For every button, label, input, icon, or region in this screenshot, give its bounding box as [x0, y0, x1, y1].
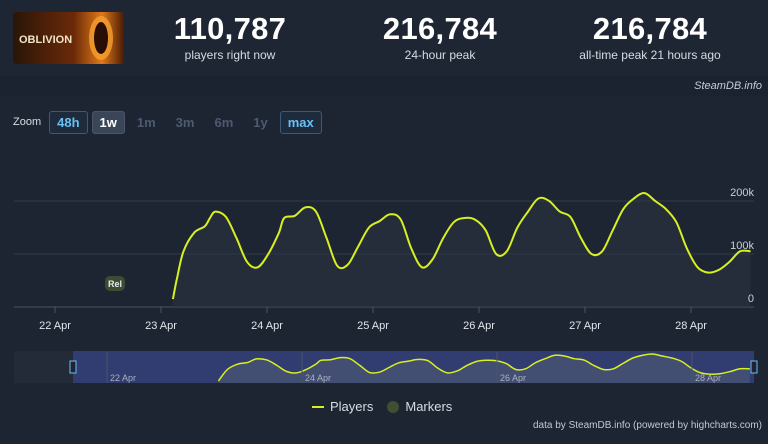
release-marker-badge[interactable] — [105, 276, 125, 291]
legend-line-icon — [312, 405, 324, 408]
stat-players-now: 110,787 players right now — [150, 11, 310, 63]
legend-item-players[interactable]: Players — [312, 399, 373, 414]
zoom-6m-button[interactable]: 6m — [214, 114, 234, 130]
legend-players-label: Players — [330, 399, 374, 414]
stat-value: 110,787 — [173, 11, 287, 46]
stat-label: all-time peak 21 hours ago — [579, 48, 721, 62]
zoom-controls: Zoom 48h 1w 1m 3m 6m 1y max — [13, 110, 322, 134]
release-marker[interactable]: Rel — [105, 276, 125, 291]
stat-label: 24-hour peak — [404, 48, 476, 62]
zoom-3m-button[interactable]: 3m — [175, 114, 195, 130]
zoom-48h-button[interactable]: 48h — [49, 110, 88, 134]
game-logo-text: OBLIVION — [19, 34, 72, 46]
zoom-label: Zoom — [13, 116, 42, 128]
game-logo-art: OBLIVION — [13, 12, 124, 64]
zoom-1w-button[interactable]: 1w — [91, 110, 125, 134]
stat-all-time-peak: 216,784 all-time peak 21 hours ago — [560, 11, 740, 63]
navigator-x-axis: 22 Apr 24 Apr 26 Apr 28 Apr — [106, 352, 721, 383]
navigator-tick-label: 22 Apr — [110, 373, 136, 383]
zoom-max-button[interactable]: max — [279, 110, 322, 134]
chart-legend: Players Markers — [312, 399, 452, 414]
highcharts-credit[interactable]: data by SteamDB.info (powered by highcha… — [533, 420, 762, 431]
game-logo[interactable]: OBLIVION — [13, 12, 124, 64]
legend-dot-icon — [387, 400, 400, 413]
navigator-area — [218, 353, 750, 383]
navigator-series — [217, 353, 750, 383]
legend-item-markers[interactable]: Markers — [387, 399, 452, 414]
release-marker-label: Rel — [108, 279, 122, 289]
stat-value: 216,784 — [592, 11, 708, 46]
legend-markers-label: Markers — [405, 399, 453, 414]
zoom-1y-button[interactable]: 1y — [253, 114, 268, 130]
stat-24h-peak: 216,784 24-hour peak — [360, 11, 520, 63]
navigator-line — [217, 353, 750, 382]
navigator[interactable]: 22 Apr 24 Apr 26 Apr 28 Apr — [14, 351, 758, 383]
navigator-left-handle[interactable] — [69, 360, 77, 374]
navigator-tick-label: 24 Apr — [305, 373, 331, 383]
zoom-1m-button[interactable]: 1m — [136, 114, 156, 130]
header-bar: OBLIVION 110,787 players right now 216,7… — [0, 0, 768, 76]
stat-value: 216,784 — [382, 11, 498, 46]
navigator-tick-label: 26 Apr — [500, 373, 526, 383]
navigator-right-handle[interactable] — [750, 360, 758, 374]
steamdb-credit-link[interactable]: SteamDB.info — [694, 80, 762, 92]
navigator-tick-label: 28 Apr — [695, 373, 721, 383]
chart-panel — [0, 96, 768, 444]
stat-label: players right now — [184, 48, 276, 62]
